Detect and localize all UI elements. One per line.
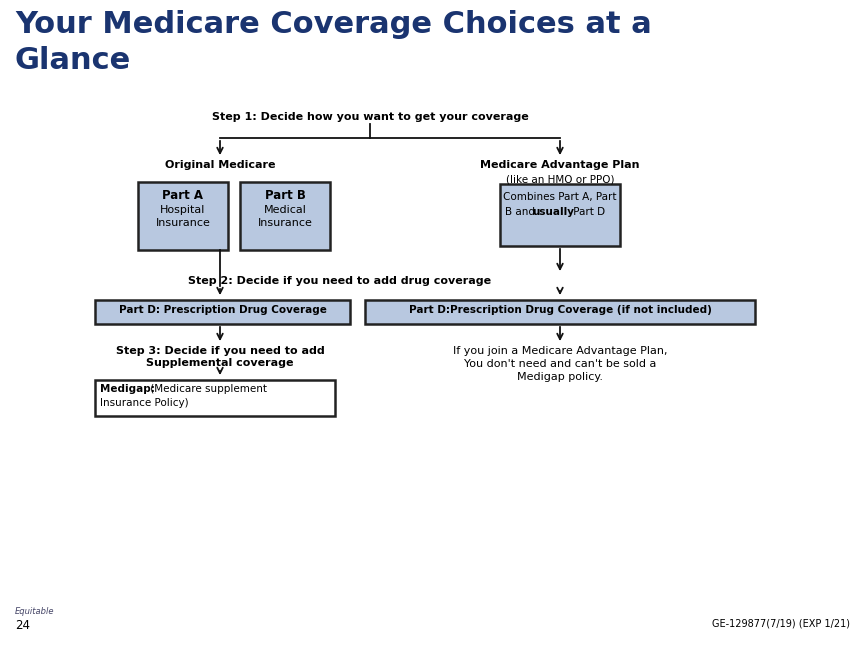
Text: B and ​usually Part D: B and ​usually Part D (0, 647, 1, 648)
Text: Hospital
Insurance: Hospital Insurance (156, 205, 211, 228)
Text: Part D:Prescription Drug Coverage (if not included): Part D:Prescription Drug Coverage (if no… (409, 305, 711, 315)
Text: Medigap:: Medigap: (100, 384, 155, 394)
FancyBboxPatch shape (365, 300, 755, 324)
Text: B and: B and (505, 207, 538, 217)
Text: Medigap policy.: Medigap policy. (517, 372, 603, 382)
FancyBboxPatch shape (500, 184, 620, 246)
Text: Combines Part A, Part: Combines Part A, Part (503, 192, 617, 202)
Text: Your Medicare Coverage Choices at a: Your Medicare Coverage Choices at a (15, 10, 651, 39)
Text: Insurance Policy): Insurance Policy) (100, 398, 188, 408)
Text: You don't need and can't be sold a: You don't need and can't be sold a (464, 359, 656, 369)
Text: Part B: Part B (264, 189, 306, 202)
Text: Step 1: Decide how you want to get your coverage: Step 1: Decide how you want to get your … (212, 112, 529, 122)
FancyBboxPatch shape (95, 380, 335, 416)
Text: Equitable: Equitable (15, 607, 54, 616)
FancyBboxPatch shape (240, 182, 330, 250)
Text: Step 3: Decide if you need to add
Supplemental coverage: Step 3: Decide if you need to add Supple… (116, 346, 324, 367)
Text: Part D: Prescription Drug Coverage: Part D: Prescription Drug Coverage (118, 305, 327, 315)
Text: Original Medicare: Original Medicare (165, 160, 276, 170)
Text: usually: usually (532, 207, 574, 217)
FancyBboxPatch shape (138, 182, 228, 250)
Text: Medical
Insurance: Medical Insurance (257, 205, 313, 228)
Text: 24: 24 (15, 619, 30, 632)
Text: Medicare Advantage Plan: Medicare Advantage Plan (480, 160, 639, 170)
Text: B and: B and (0, 647, 1, 648)
Text: Part D: Part D (570, 207, 605, 217)
Text: Step 2: Decide if you need to add drug coverage: Step 2: Decide if you need to add drug c… (188, 276, 492, 286)
Text: GE-129877(7/19) (EXP 1/21): GE-129877(7/19) (EXP 1/21) (712, 619, 850, 629)
Text: Glance: Glance (15, 46, 131, 75)
Text: Part A: Part A (162, 189, 204, 202)
Text: If you join a Medicare Advantage Plan,: If you join a Medicare Advantage Plan, (453, 346, 667, 356)
Text: (like an HMO or PPO): (like an HMO or PPO) (505, 174, 614, 184)
Text: (Medicare supplement: (Medicare supplement (147, 384, 267, 394)
FancyBboxPatch shape (95, 300, 350, 324)
